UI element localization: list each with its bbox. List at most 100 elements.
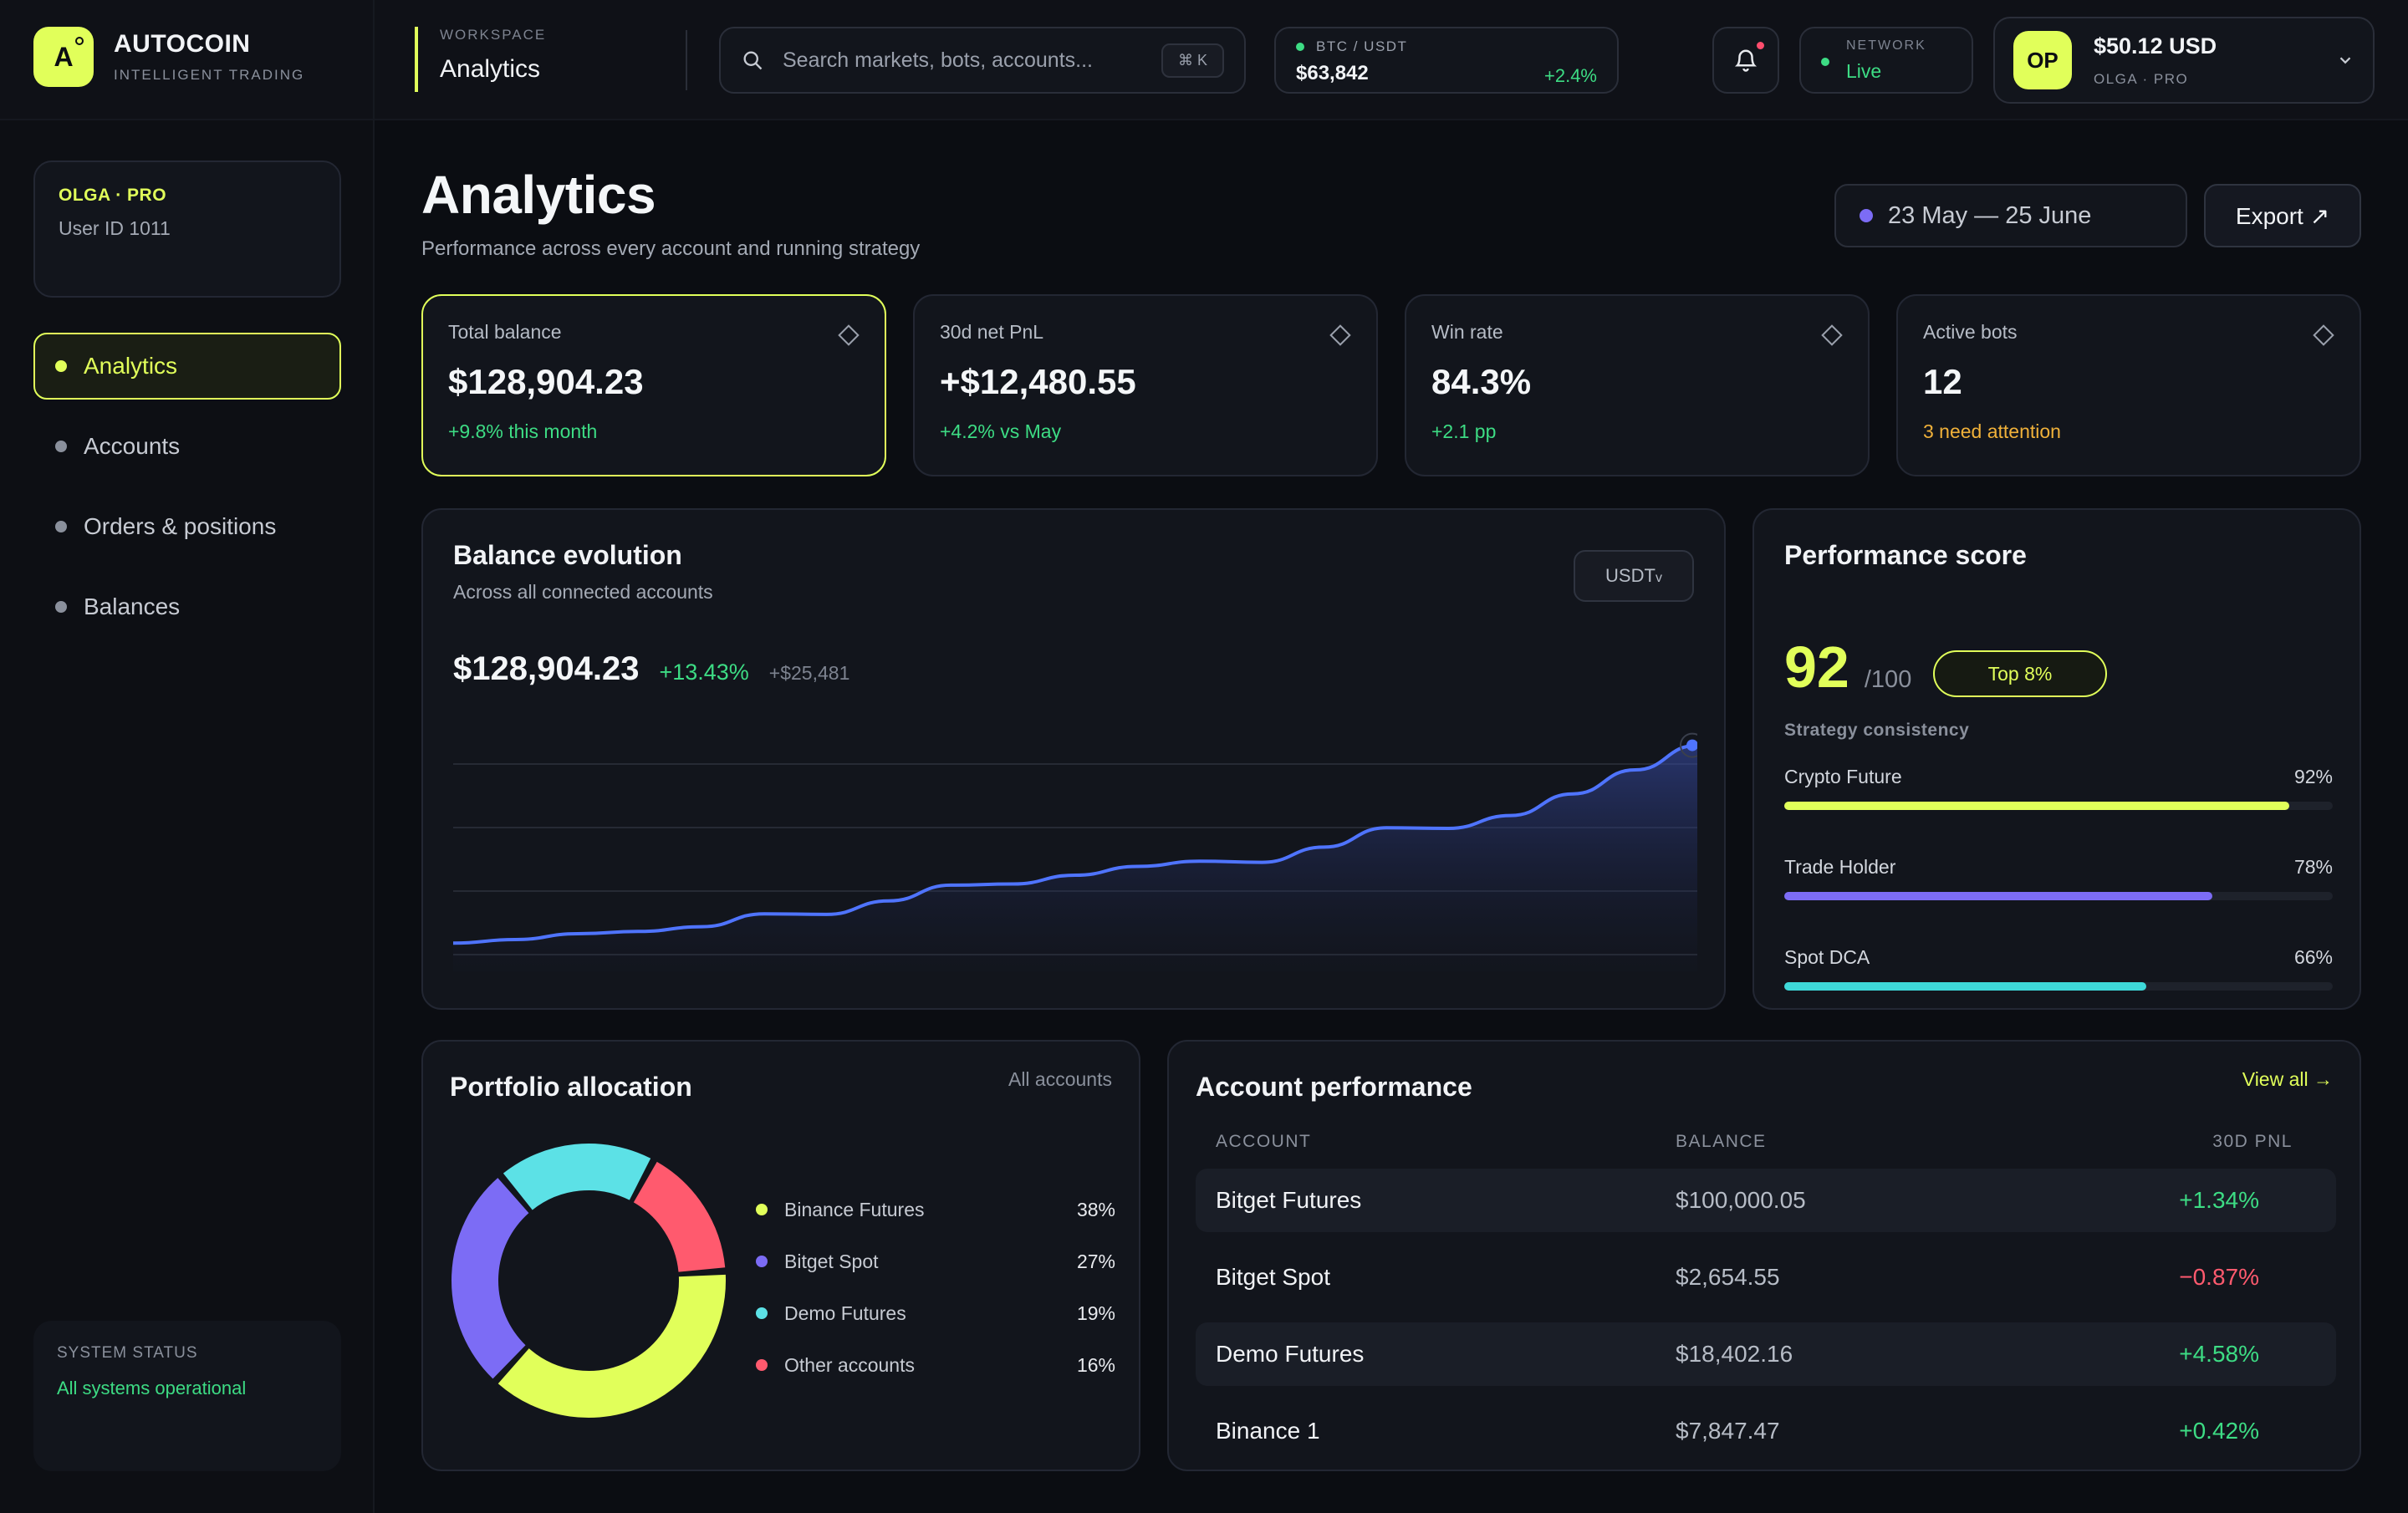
kpi-value: $128,904.23: [448, 362, 644, 401]
donut-slice-demo-futures[interactable]: [503, 1144, 651, 1210]
card-title: Balance evolution: [453, 540, 682, 570]
system-status-value: All systems operational: [57, 1378, 247, 1398]
strategy-pct: 78%: [2293, 856, 2333, 878]
search-shortcut: ⌘ K: [1161, 43, 1224, 78]
kpi-label: Active bots: [1923, 321, 2018, 343]
allocation-donut[interactable]: [446, 1139, 731, 1423]
column-header: BALANCE: [1676, 1132, 1767, 1151]
account-balance-cell: $100,000.05: [1676, 1187, 1806, 1213]
bullet-icon: [55, 521, 67, 532]
table-row[interactable]: Bitget Futures $100,000.05 +1.34%: [1196, 1169, 2336, 1232]
legend-item: Bitget Spot 27%: [756, 1235, 1115, 1287]
legend-pct: 38%: [1076, 1198, 1115, 1220]
strategy-bar-fill: [1784, 802, 2289, 810]
kpi-win-rate[interactable]: Win rate 84.3% +2.1 pp: [1405, 294, 1870, 476]
live-dot-icon: [1821, 57, 1829, 66]
legend-dot-icon: [756, 1359, 768, 1371]
export-button[interactable]: Export ↗: [2204, 184, 2361, 247]
card-title: Account performance: [1196, 1072, 1472, 1102]
chevron-down-icon: [2339, 57, 2351, 64]
last-point-halo: [1680, 732, 1697, 758]
account-pnl: −0.87%: [2179, 1264, 2259, 1290]
strategy-bar: Crypto Future 92%: [1784, 766, 2333, 810]
table-row[interactable]: Bitget Spot $2,654.55 −0.87%: [1196, 1246, 2336, 1309]
sidebar-item-label: Balances: [84, 593, 181, 619]
account-pnl: +0.42%: [2179, 1418, 2259, 1444]
legend-pct: 27%: [1076, 1250, 1115, 1272]
notifications-button[interactable]: [1712, 27, 1779, 94]
user-card[interactable]: OLGA · PRO User ID 1011: [33, 160, 341, 298]
kpi-label: 30d net PnL: [940, 321, 1044, 343]
top-bar: A AUTOCOIN INTELLIGENT TRADING WORKSPACE…: [0, 0, 2408, 120]
network-value: Live: [1846, 60, 1882, 82]
legend-dot-icon: [756, 1204, 768, 1215]
strategy-name: Spot DCA: [1784, 946, 1870, 968]
balance-change-abs: +$25,481: [768, 662, 850, 684]
table-row[interactable]: Binance 1 $7,847.47 +0.42%: [1196, 1399, 2336, 1463]
currency-select[interactable]: USDT v: [1574, 550, 1694, 602]
kpi-label: Win rate: [1431, 321, 1503, 343]
sidebar-nav: Analytics Accounts Orders & positions Ba…: [33, 333, 341, 654]
account-pnl: +1.34%: [2179, 1187, 2259, 1213]
view-all-link[interactable]: View all →: [2242, 1068, 2333, 1090]
brand-name: AUTOCOIN: [114, 30, 251, 58]
page-title: Analytics: [421, 165, 656, 225]
donut-slice-binance-futures[interactable]: [497, 1274, 726, 1418]
search-input[interactable]: Search markets, bots, accounts... ⌘ K: [719, 27, 1246, 94]
system-status-label: SYSTEM STATUS: [57, 1344, 198, 1362]
column-header: 30D PNL: [2212, 1132, 2293, 1151]
workspace-indicator: WORKSPACE Analytics: [415, 27, 546, 92]
brand[interactable]: A AUTOCOIN INTELLIGENT TRADING: [33, 27, 304, 87]
sidebar-item-accounts[interactable]: Accounts: [33, 413, 341, 480]
strategy-bar-fill: [1784, 892, 2212, 900]
legend-dot-icon: [756, 1256, 768, 1267]
last-point[interactable]: [1686, 739, 1697, 751]
kpi-value: 84.3%: [1431, 362, 1532, 401]
system-status-card: SYSTEM STATUS All systems operational: [33, 1321, 341, 1471]
ticker-pair: BTC / USDT: [1316, 38, 1408, 54]
balance-chart[interactable]: [453, 721, 1697, 971]
legend-item: Demo Futures 19%: [756, 1287, 1115, 1339]
sidebar-item-orders[interactable]: Orders & positions: [33, 493, 341, 560]
account-performance-card: Account performance View all → ACCOUNT B…: [1167, 1040, 2361, 1471]
allocation-scope[interactable]: All accounts: [1008, 1068, 1112, 1090]
network-status[interactable]: NETWORK Live: [1799, 27, 1973, 94]
strategy-pct: 92%: [2293, 766, 2333, 787]
sidebar-item-analytics[interactable]: Analytics: [33, 333, 341, 400]
date-range-picker[interactable]: 23 May — 25 June: [1834, 184, 2187, 247]
date-range-value: 23 May — 25 June: [1888, 201, 2092, 229]
kpi-total-balance[interactable]: Total balance $128,904.23 +9.8% this mon…: [421, 294, 886, 476]
kpi-delta: +4.2% vs May: [940, 420, 1062, 442]
search-icon: [743, 51, 763, 70]
bullet-icon: [55, 360, 67, 372]
kpi-net-pnl[interactable]: 30d net PnL +$12,480.55 +4.2% vs May: [913, 294, 1378, 476]
account-menu[interactable]: OP $50.12 USD OLGA · PRO: [1993, 17, 2375, 104]
strategy-bar-fill: [1784, 982, 2146, 991]
sidebar: OLGA · PRO User ID 1011 Analytics Accoun…: [0, 120, 373, 1513]
account-balance: $50.12 USD: [2094, 33, 2217, 59]
kpi-delta: 3 need attention: [1923, 420, 2061, 442]
legend-name: Bitget Spot: [784, 1250, 879, 1272]
legend-name: Demo Futures: [784, 1302, 906, 1324]
kpi-delta: +2.1 pp: [1431, 420, 1497, 442]
donut-slice-other-accounts[interactable]: [633, 1161, 726, 1273]
portfolio-allocation-card: Portfolio allocation All accounts Binanc…: [421, 1040, 1140, 1471]
kpi-value: 12: [1923, 362, 1962, 401]
page-subtitle: Performance across every account and run…: [421, 237, 921, 260]
table-row[interactable]: Demo Futures $18,402.16 +4.58%: [1196, 1322, 2336, 1386]
card-title: Performance score: [1784, 540, 2027, 570]
bullet-icon: [55, 601, 67, 613]
strategy-name: Trade Holder: [1784, 856, 1896, 878]
donut-slice-bitget-spot[interactable]: [452, 1178, 529, 1379]
kpi-label: Total balance: [448, 321, 562, 343]
sidebar-item-balances[interactable]: Balances: [33, 573, 341, 640]
account-balance-cell: $18,402.16: [1676, 1341, 1793, 1367]
kpi-active-bots[interactable]: Active bots 12 3 need attention: [1896, 294, 2361, 476]
balance-evolution-card: Balance evolution Across all connected a…: [421, 508, 1726, 1010]
balance-area: [453, 745, 1697, 971]
kpi-value: +$12,480.55: [940, 362, 1136, 401]
btc-ticker[interactable]: BTC / USDT $63,842 +2.4%: [1274, 27, 1619, 94]
balance-value: $128,904.23: [453, 650, 640, 687]
notification-badge: [1757, 42, 1764, 49]
legend-item: Binance Futures 38%: [756, 1184, 1115, 1235]
